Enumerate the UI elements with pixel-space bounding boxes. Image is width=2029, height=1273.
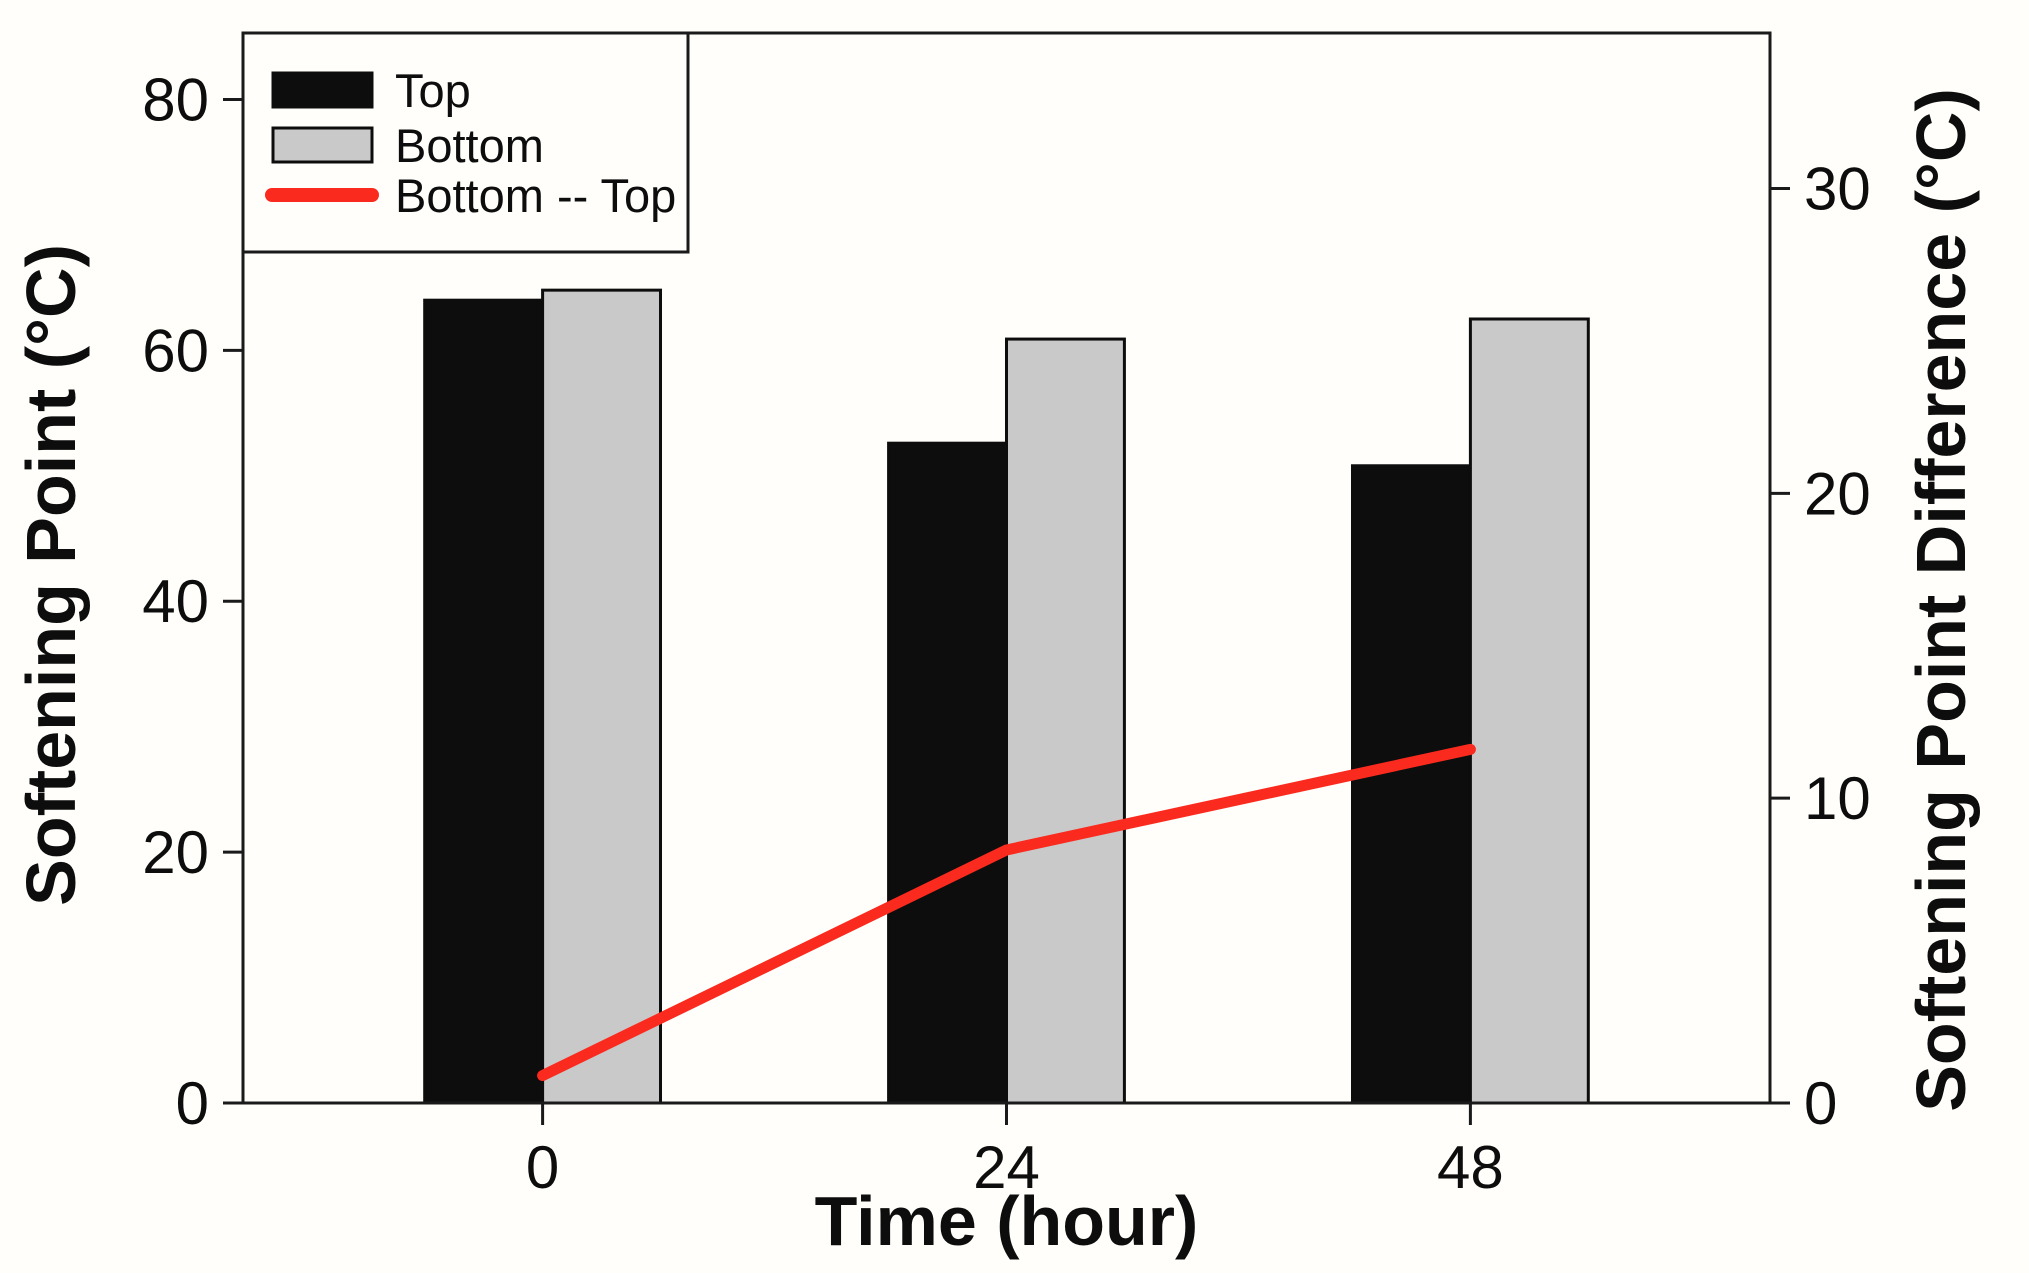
y-axis-title: Softening Point (°C) <box>12 244 90 906</box>
y-axis-label-80: 80 <box>142 66 209 133</box>
bar-top-24 <box>887 441 1008 1105</box>
y-axis-label-40: 40 <box>142 568 209 635</box>
y2-axis-label-0: 0 <box>1804 1070 1837 1137</box>
bar-top-0 <box>423 298 545 1105</box>
y2-axis-title: Softening Point Difference (°C) <box>1902 88 1980 1112</box>
x-axis-title: Time (hour) <box>815 1182 1199 1260</box>
legend-swatch-top <box>271 71 374 109</box>
y-axis-label-0: 0 <box>176 1070 209 1137</box>
x-axis-label-24: 24 <box>973 1134 1040 1201</box>
bar-top-48 <box>1350 464 1472 1105</box>
legend-label-bottom: Bottom <box>395 119 544 172</box>
y2-axis-label-20: 20 <box>1804 460 1871 527</box>
x-axis-label-0: 0 <box>526 1134 559 1201</box>
y-axis-label-60: 60 <box>142 317 209 384</box>
bar-bottom-48 <box>1468 317 1590 1105</box>
y2-axis-label-10: 10 <box>1804 765 1871 832</box>
bar-bottom-0 <box>541 288 663 1105</box>
y-axis-label-20: 20 <box>142 819 209 886</box>
difference-line <box>537 743 1476 1082</box>
bar-bottom-24 <box>1005 337 1126 1105</box>
legend-swatch-bottom <box>271 126 374 164</box>
x-axis-label-48: 48 <box>1437 1134 1504 1201</box>
legend-label-top: Top <box>395 64 471 117</box>
y2-axis-label-30: 30 <box>1804 155 1871 222</box>
legend-label-difference: Bottom -- Top <box>395 169 676 222</box>
